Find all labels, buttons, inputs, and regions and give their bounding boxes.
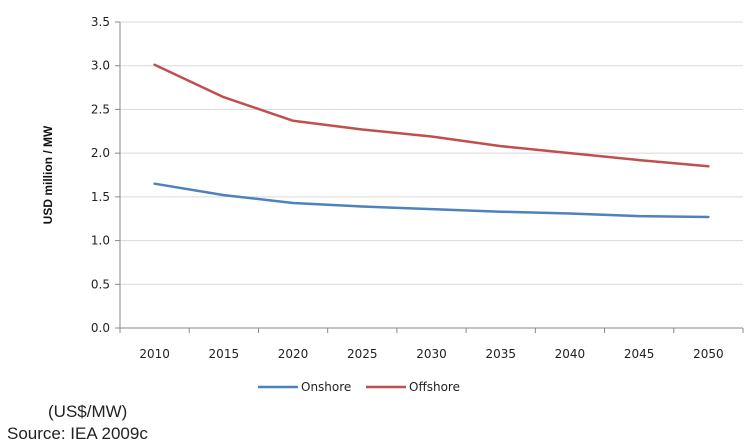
- legend: Onshore Offshore: [258, 380, 460, 394]
- x-tick-label: 2010: [139, 347, 170, 361]
- y-tick-label: 2.0: [91, 146, 110, 160]
- x-tick-label: 2020: [278, 347, 309, 361]
- axes: [119, 22, 743, 329]
- y-tick-label: 2.5: [91, 102, 110, 116]
- y-tick-label: 0.0: [91, 321, 110, 335]
- x-tick-label: 2015: [209, 347, 240, 361]
- x-tick-label: 2035: [485, 347, 516, 361]
- gridlines: [120, 21, 743, 285]
- series-lines: [153, 63, 710, 219]
- legend-label-offshore: Offshore: [409, 380, 460, 394]
- x-tick-label: 2025: [347, 347, 378, 361]
- x-tick-label: 2040: [555, 347, 586, 361]
- y-tick-label: 3.5: [91, 15, 110, 29]
- x-tick-label: 2045: [624, 347, 655, 361]
- y-axis-ticks: 0.0 0.5 1.0 1.5 2.0 2.5 3.0 3.5: [91, 15, 120, 335]
- y-tick-label: 0.5: [91, 277, 110, 291]
- y-tick-label: 3.0: [91, 59, 110, 73]
- series-line-offshore: [153, 63, 710, 168]
- y-tick-label: 1.5: [91, 190, 110, 204]
- y-axis-label: USD million / MW: [41, 125, 55, 224]
- series-line-onshore: [153, 182, 710, 219]
- x-tick-label: 2050: [693, 347, 724, 361]
- unit-note: (US$/MW): [48, 402, 128, 421]
- y-tick-label: 1.0: [91, 234, 110, 248]
- x-tick-label: 2030: [416, 347, 447, 361]
- source-note: Source: IEA 2009c: [7, 424, 148, 443]
- legend-label-onshore: Onshore: [301, 380, 351, 394]
- x-axis-ticks: 2010 2015 2020 2025 2030 2035 2040 2045 2050: [119, 328, 744, 361]
